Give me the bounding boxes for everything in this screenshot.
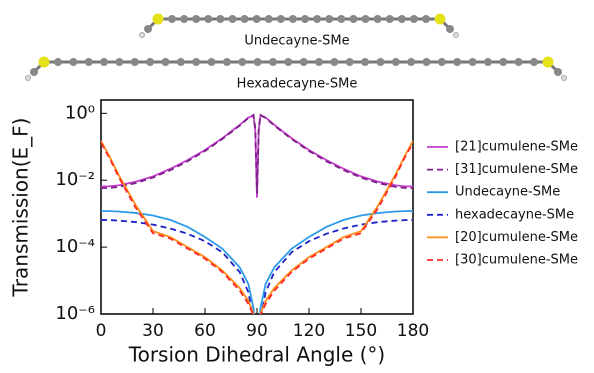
atom xyxy=(277,15,285,23)
atom xyxy=(54,58,62,66)
x-tick-label: 150 xyxy=(345,321,377,341)
atom xyxy=(146,58,154,66)
atom xyxy=(313,15,321,23)
atom xyxy=(407,58,415,66)
atom xyxy=(204,15,212,23)
atom xyxy=(216,15,224,23)
atom xyxy=(530,58,538,66)
molecule-name: Hexadecayne-SMe xyxy=(237,77,358,92)
legend-label: [20]cumulene-SMe xyxy=(455,230,578,245)
atom xyxy=(269,58,277,66)
atom xyxy=(168,15,176,23)
atom xyxy=(223,58,231,66)
atom xyxy=(192,15,200,23)
atom xyxy=(140,33,145,38)
legend-label: Undecayne-SMe xyxy=(455,185,560,200)
y-axis-label: Transmission(E_F) xyxy=(9,118,33,298)
atom xyxy=(192,58,200,66)
atom xyxy=(454,33,459,38)
atom xyxy=(554,68,562,76)
atom xyxy=(446,25,454,33)
atom xyxy=(392,58,400,66)
atom xyxy=(349,15,357,23)
molecule-name: Undecayne-SMe xyxy=(244,34,349,49)
atom xyxy=(361,58,369,66)
atom xyxy=(423,58,431,66)
atom xyxy=(254,58,262,66)
atom xyxy=(301,15,309,23)
atom xyxy=(253,15,261,23)
atom xyxy=(386,15,394,23)
atom xyxy=(438,58,446,66)
atom xyxy=(300,58,308,66)
atom xyxy=(131,58,139,66)
atom xyxy=(85,58,93,66)
atom xyxy=(238,58,246,66)
y-tick-label: 10⁻⁴ xyxy=(55,236,95,257)
atom xyxy=(100,58,108,66)
x-tick-label: 30 xyxy=(142,321,164,341)
y-tick-label: 10⁻⁶ xyxy=(55,303,95,324)
legend-label: [21]cumulene-SMe xyxy=(455,140,578,155)
atom xyxy=(562,76,567,81)
series-line xyxy=(101,220,413,337)
x-tick-label: 180 xyxy=(397,321,429,341)
atom xyxy=(315,58,323,66)
atom xyxy=(469,58,477,66)
legend-label: hexadecayne-SMe xyxy=(455,207,574,222)
y-tick-label: 10⁻² xyxy=(55,169,95,190)
atom xyxy=(362,15,370,23)
atom xyxy=(284,58,292,66)
sulfur xyxy=(39,57,50,68)
atom xyxy=(69,58,77,66)
sulfur xyxy=(543,57,554,68)
atom xyxy=(241,15,249,23)
atom xyxy=(410,15,418,23)
atom xyxy=(453,58,461,66)
atom xyxy=(515,58,523,66)
atom xyxy=(376,58,384,66)
atom xyxy=(337,15,345,23)
atom xyxy=(115,58,123,66)
atom xyxy=(26,76,31,81)
atom xyxy=(144,25,152,33)
sulfur xyxy=(435,14,446,25)
plot-lines xyxy=(101,115,413,338)
plot-frame xyxy=(101,100,413,314)
x-tick-label: 60 xyxy=(194,321,216,341)
atom xyxy=(374,15,382,23)
atom xyxy=(265,15,273,23)
atom xyxy=(398,15,406,23)
atom xyxy=(30,68,38,76)
atom xyxy=(422,15,430,23)
legend-label: [30]cumulene-SMe xyxy=(455,253,578,268)
atom xyxy=(180,15,188,23)
atom xyxy=(484,58,492,66)
atom xyxy=(325,15,333,23)
sulfur xyxy=(153,14,164,25)
atom xyxy=(208,58,216,66)
x-tick-label: 120 xyxy=(293,321,325,341)
atom xyxy=(499,58,507,66)
atom xyxy=(346,58,354,66)
atom xyxy=(330,58,338,66)
x-tick-label: 90 xyxy=(246,321,268,341)
series-line xyxy=(101,115,413,194)
atom xyxy=(161,58,169,66)
x-tick-label: 0 xyxy=(96,321,107,341)
y-tick-label: 10⁰ xyxy=(65,102,95,123)
legend-label: [31]cumulene-SMe xyxy=(455,162,578,177)
atom xyxy=(177,58,185,66)
atom xyxy=(289,15,297,23)
x-axis-label: Torsion Dihedral Angle (°) xyxy=(128,343,385,367)
figure: Undecayne-SMe Hexadecayne-SMe Torsion Di… xyxy=(0,0,594,373)
atom xyxy=(228,15,236,23)
